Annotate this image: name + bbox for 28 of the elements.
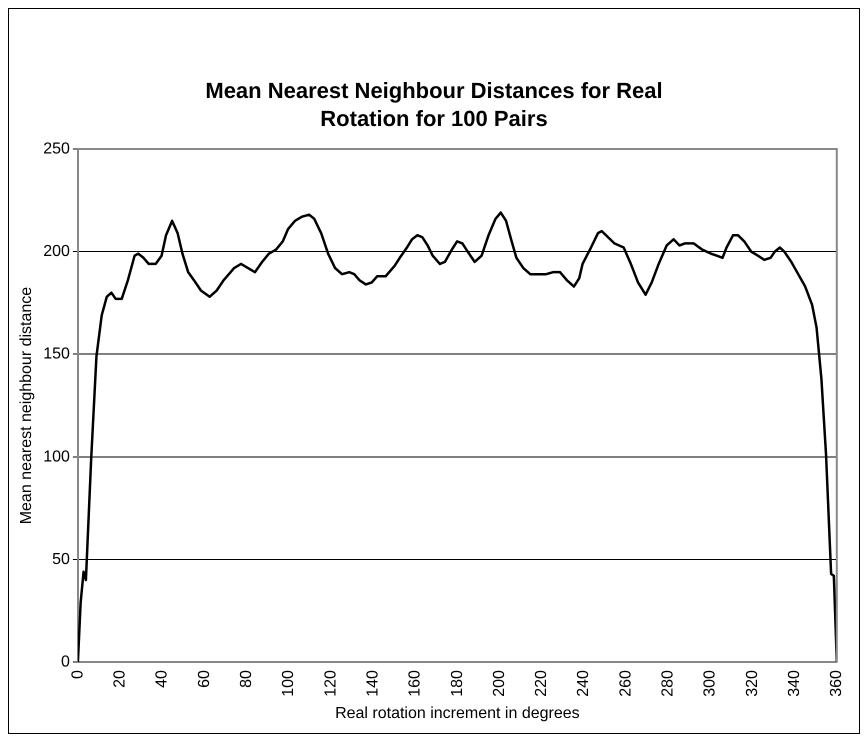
x-tick-label: 200 bbox=[490, 670, 508, 697]
x-tick-label: 340 bbox=[786, 670, 804, 697]
x-tick-label: 180 bbox=[448, 670, 466, 697]
x-tick-label: 320 bbox=[744, 670, 761, 697]
x-tick-label: 0 bbox=[69, 670, 86, 680]
x-axis-title: Real rotation increment in degrees bbox=[335, 704, 580, 722]
y-tick-label: 50 bbox=[52, 550, 70, 568]
y-tick-label: 150 bbox=[43, 346, 70, 363]
x-tick-label: 120 bbox=[322, 670, 340, 697]
y-axis-title: Mean nearest neighbour distance bbox=[18, 286, 36, 524]
x-tick-label: 240 bbox=[575, 670, 592, 697]
x-tick-label: 40 bbox=[154, 670, 171, 688]
x-tick-label: 20 bbox=[111, 670, 128, 688]
x-tick-label: 60 bbox=[196, 670, 213, 688]
chart-title: Mean Nearest Neighbour Distances for Real Rotation for 100 Pairs bbox=[204, 77, 664, 133]
y-tick-label: 0 bbox=[60, 654, 70, 671]
x-tick-label: 360 bbox=[828, 670, 846, 697]
x-tick-label: 140 bbox=[364, 670, 382, 697]
x-tick-label: 160 bbox=[406, 670, 424, 697]
x-tick-label: 80 bbox=[238, 670, 255, 688]
y-tick-label: 100 bbox=[43, 448, 70, 466]
x-tick-label: 220 bbox=[533, 670, 550, 697]
x-tick-label: 100 bbox=[280, 670, 298, 697]
y-tick-label: 250 bbox=[43, 140, 70, 158]
y-tick-label: 200 bbox=[43, 243, 70, 260]
x-tick-label: 260 bbox=[617, 670, 634, 697]
x-tick-label: 300 bbox=[702, 670, 719, 697]
x-tick-label: 280 bbox=[660, 670, 677, 697]
